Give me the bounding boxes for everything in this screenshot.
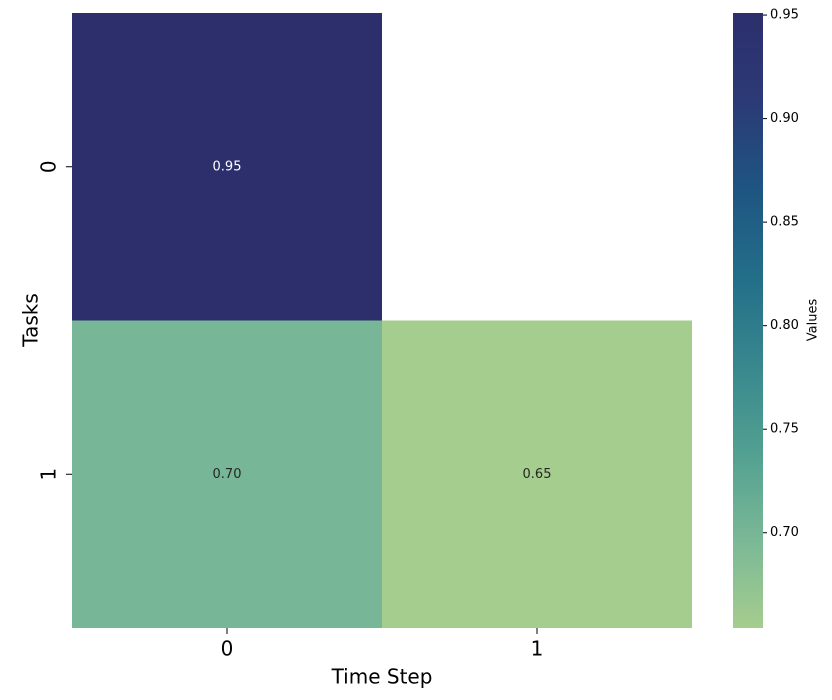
colorbar-tick-label: 0.95	[770, 8, 799, 23]
colorbar-tick-label: 0.75	[770, 422, 799, 437]
x-axis-label: Time Step	[331, 665, 433, 689]
cell-label: 0.65	[523, 467, 552, 482]
colorbar-tick-label: 0.85	[770, 215, 799, 230]
y-tick-label: 0	[37, 160, 61, 173]
y-tick-label: 1	[37, 468, 61, 481]
cell-label: 0.95	[213, 159, 242, 174]
heatmap-cell	[72, 320, 382, 628]
colorbar-tick-label: 0.70	[770, 525, 799, 540]
colorbar-tick-label: 0.80	[770, 318, 799, 333]
x-tick-label: 1	[531, 637, 544, 661]
x-tick-label: 0	[221, 637, 234, 661]
heatmap-cell	[382, 320, 692, 628]
colorbar-tick-label: 0.90	[770, 111, 799, 126]
heatmap-cell	[72, 13, 382, 321]
colorbar-label: Values	[806, 299, 821, 342]
colorbar	[733, 13, 763, 628]
cell-label: 0.70	[213, 467, 242, 482]
y-axis-label: Tasks	[19, 293, 43, 348]
